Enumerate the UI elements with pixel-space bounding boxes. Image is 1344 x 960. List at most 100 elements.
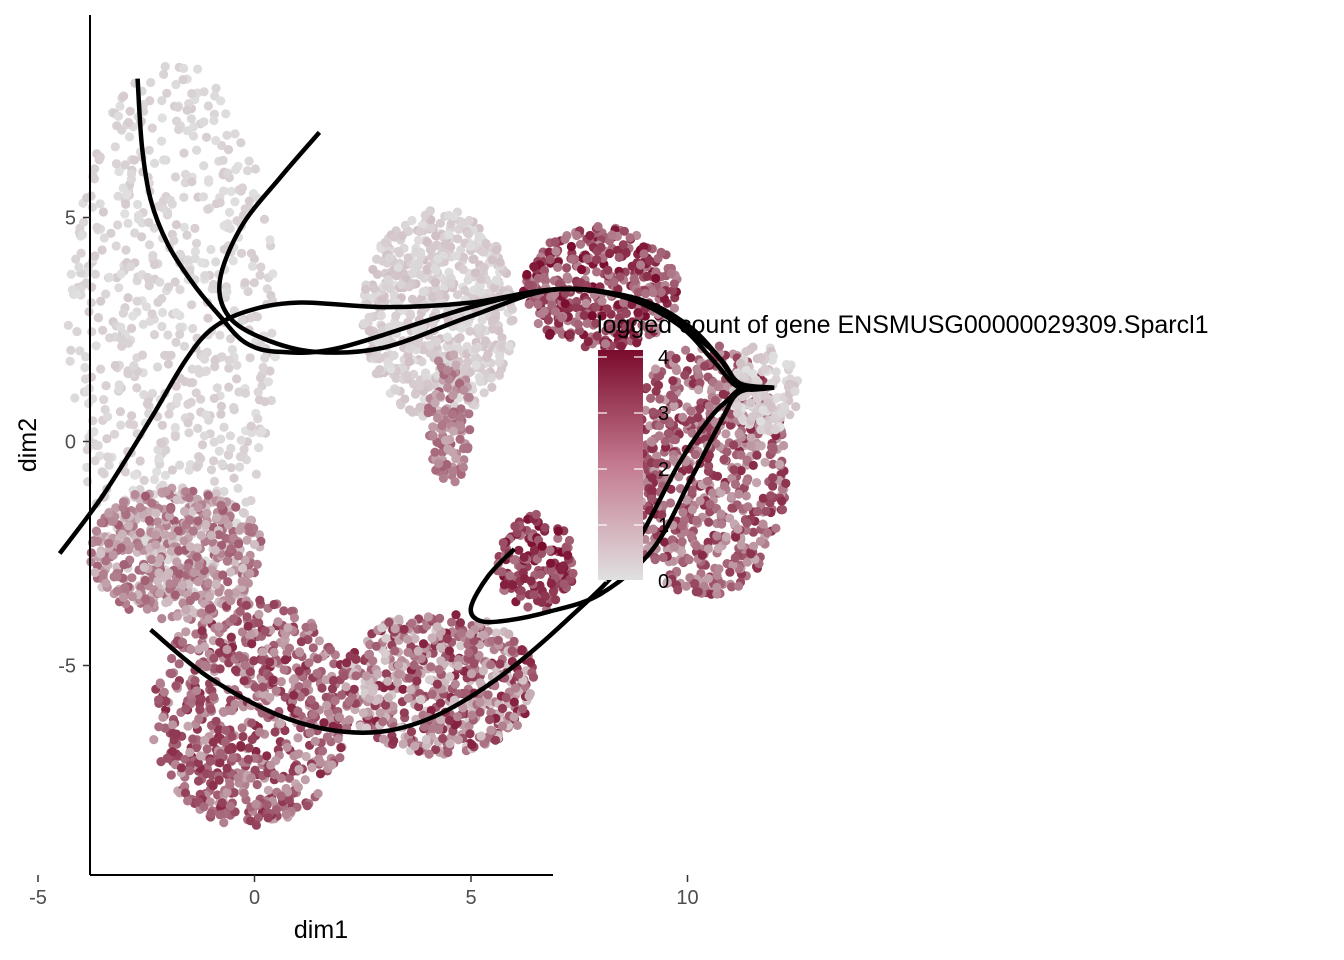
scatter-point [563,274,573,284]
scatter-point [629,330,639,340]
scatter-point [201,410,211,420]
scatter-point [170,422,180,433]
scatter-point [253,414,263,424]
scatter-point [747,412,757,422]
scatter-point [172,495,182,505]
scatter-point [132,296,142,306]
scatter-point [223,577,233,587]
scatter-point [210,545,220,555]
scatter-point [668,286,678,296]
scatter-point [63,320,73,330]
scatter-point [475,697,485,708]
scatter-point [294,764,304,775]
scatter-point [133,211,144,221]
scatter-point [390,232,400,242]
scatter-point [733,581,744,591]
scatter-point [206,603,217,614]
scatter-point [87,428,97,438]
scatter-point [509,636,519,647]
scatter-point [146,77,156,88]
scatter-point [460,285,470,295]
scatter-point [269,599,279,610]
scatter-point [154,453,164,463]
scatter-point [90,456,100,466]
scatter-point [411,247,421,257]
scatter-point [101,381,111,391]
scatter-point [144,276,154,286]
scatter-point [742,518,752,528]
scatter-point [307,762,317,773]
scatter-point [464,215,474,226]
scatter-point [654,421,665,431]
scatter-point [327,760,337,770]
scatter-point [230,588,241,598]
scatter-point [398,739,408,749]
scatter-point [225,801,235,811]
scatter-point [179,192,189,202]
scatter-point [375,365,385,375]
scatter-point [237,315,247,326]
scatter-point [222,130,232,140]
scatter-point [615,272,625,282]
scatter-point [188,734,198,744]
scatter-point [625,233,635,243]
scatter-point [381,633,391,643]
scatter-point [464,409,474,419]
scatter-point [539,272,549,283]
scatter-point [116,322,126,332]
scatter-point [448,426,458,436]
scatter-point [149,735,159,745]
scatter-point [214,622,224,632]
scatter-point [231,665,241,675]
scatter-point [422,265,432,275]
scatter-point [490,735,501,745]
scatter-point [182,230,192,240]
scatter-point [413,235,424,245]
scatter-point [98,207,108,217]
scatter-point [258,647,268,657]
scatter-point [155,277,165,287]
scatter-point [418,287,428,297]
scatter-point [109,429,120,439]
scatter-point [656,287,666,297]
scatter-point [777,496,787,506]
scatter-point [763,398,773,408]
scatter-point [216,500,226,510]
scatter-point [603,265,613,275]
scatter-point [101,556,111,566]
scatter-point [141,491,151,501]
scatter-point [403,253,413,263]
scatter-point [546,558,556,568]
scatter-point [559,579,569,589]
scatter-point [246,773,256,783]
scatter-point [127,573,137,583]
scatter-point [779,401,790,412]
scatter-point [158,307,168,318]
scatter-point [414,702,424,712]
scatter-point [592,267,602,277]
scatter-point [268,675,278,685]
scatter-point [113,191,123,201]
scatter-point [476,233,486,243]
scatter-point [265,366,275,376]
scatter-point [188,131,199,141]
scatter-point [697,550,708,560]
scatter-point [454,378,465,389]
scatter-point [220,514,230,525]
scatter-point [621,248,631,258]
scatter-point [227,345,237,355]
scatter-point [155,588,165,598]
scatter-point [206,244,216,255]
scatter-point [230,129,240,139]
scatter-point [481,238,491,249]
scatter-point [215,637,225,647]
scatter-point [211,83,221,93]
scatter-point [704,401,714,411]
scatter-point [226,463,236,473]
scatter-point [157,136,167,146]
scatter-point [127,323,137,333]
scatter-point [114,384,124,394]
scatter-point [279,665,289,675]
scatter-point [222,787,232,797]
scatter-point [103,453,113,463]
